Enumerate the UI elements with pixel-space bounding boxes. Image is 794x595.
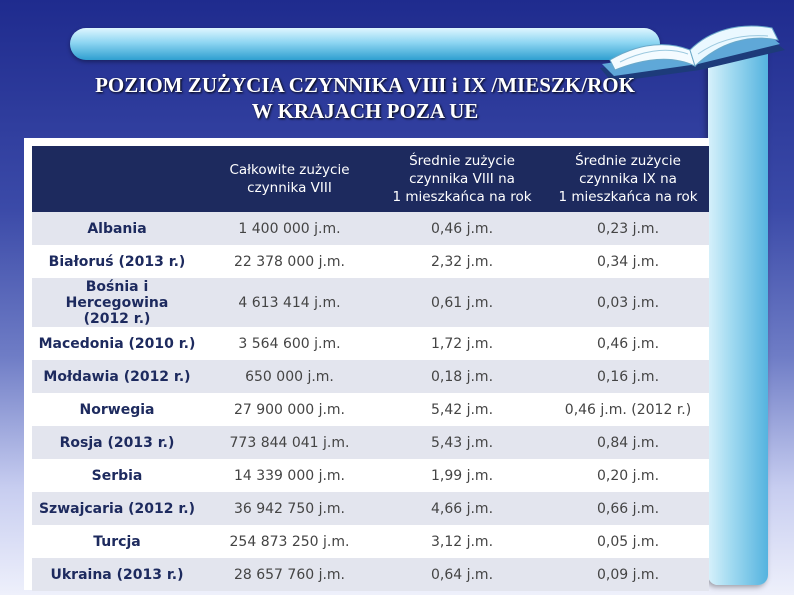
table-row: Mołdawia (2012 r.) 650 000 j.m. 0,18 j.m. 0… xyxy=(32,360,709,393)
cell-country: Mołdawia (2012 r.) xyxy=(43,368,191,385)
cell-avg9: 0,03 j.m. xyxy=(596,294,660,311)
cell-total: 14 339 000 j.m. xyxy=(233,467,346,484)
cell-country: Serbia xyxy=(91,467,143,484)
cell-country: Macedonia (2010 r.) xyxy=(38,335,196,352)
header-cell-total: Całkowite zużycie czynnika VIII xyxy=(229,162,350,196)
cell-avg9: 0,09 j.m. xyxy=(596,566,660,583)
table-row: Serbia 14 339 000 j.m. 1,99 j.m. 0,20 j.m. xyxy=(32,459,709,492)
cell-avg8: 1,99 j.m. xyxy=(430,467,494,484)
cell-country: Bośnia i Hercegowina (2012 r.) xyxy=(65,278,169,327)
cell-total: 4 613 414 j.m. xyxy=(238,294,341,311)
table-row: Ukraina (2013 r.) 28 657 760 j.m. 0,64 j.m… xyxy=(32,558,709,591)
table-row: Bośnia i Hercegowina (2012 r.) 4 613 414 … xyxy=(32,278,709,327)
cell-avg9: 0,05 j.m. xyxy=(596,533,660,550)
title-line-2: W KRAJACH POZA UE xyxy=(251,99,479,123)
table-header: Całkowite zużycie czynnika VIII Średnie … xyxy=(32,146,709,212)
table-row: Norwegia 27 900 000 j.m. 5,42 j.m. 0,46 j.m… xyxy=(32,393,709,426)
page-title: POZIOM ZUŻYCIA CZYNNIKA VIII i IX /MIESZ… xyxy=(20,72,710,124)
table-row: Białoruś (2013 r.) 22 378 000 j.m. 2,32 j.… xyxy=(32,245,709,278)
table-row: Rosja (2013 r.) 773 844 041 j.m. 5,43 j.m.… xyxy=(32,426,709,459)
table-row: Turcja 254 873 250 j.m. 3,12 j.m. 0,05 j.m. xyxy=(32,525,709,558)
cell-country: Szwajcaria (2012 r.) xyxy=(38,500,196,517)
cell-avg8: 5,43 j.m. xyxy=(430,434,494,451)
header-cell-country xyxy=(32,146,202,212)
cell-avg8: 0,61 j.m. xyxy=(430,294,494,311)
table-row: Szwajcaria (2012 r.) 36 942 750 j.m. 4,66 … xyxy=(32,492,709,525)
title-line-1: POZIOM ZUŻYCIA CZYNNIKA VIII i IX /MIESZ… xyxy=(95,73,635,97)
cell-country: Turcja xyxy=(93,533,141,550)
cell-country: Rosja (2013 r.) xyxy=(59,434,175,451)
cell-total: 3 564 600 j.m. xyxy=(238,335,341,352)
cell-avg9: 0,84 j.m. xyxy=(596,434,660,451)
cell-avg8: 0,18 j.m. xyxy=(430,368,494,385)
cell-avg9: 0,16 j.m. xyxy=(596,368,660,385)
cell-total: 650 000 j.m. xyxy=(245,368,334,385)
cell-avg9: 0,23 j.m. xyxy=(596,220,660,237)
cell-avg9: 0,34 j.m. xyxy=(596,253,660,270)
cell-avg8: 3,12 j.m. xyxy=(430,533,494,550)
cell-total: 22 378 000 j.m. xyxy=(233,253,346,270)
cell-avg9: 0,20 j.m. xyxy=(596,467,660,484)
cell-avg9: 0,66 j.m. xyxy=(596,500,660,517)
cell-total: 1 400 000 j.m. xyxy=(238,220,341,237)
cell-avg8: 4,66 j.m. xyxy=(430,500,494,517)
right-decorative-bar xyxy=(708,40,768,585)
header-cell-avg9: Średnie zużycie czynnika IX na 1 mieszka… xyxy=(558,153,698,205)
table-row: Albania 1 400 000 j.m. 0,46 j.m. 0,23 j.m. xyxy=(32,212,709,245)
cell-total: 254 873 250 j.m. xyxy=(229,533,350,550)
cell-total: 773 844 041 j.m. xyxy=(229,434,350,451)
cell-country: Norwegia xyxy=(79,401,155,418)
cell-avg8: 5,42 j.m. xyxy=(430,401,494,418)
cell-avg9: 0,46 j.m. (2012 r.) xyxy=(564,401,692,418)
cell-total: 27 900 000 j.m. xyxy=(233,401,346,418)
cell-country: Albania xyxy=(87,220,147,237)
cell-avg8: 1,72 j.m. xyxy=(430,335,494,352)
open-book-icon xyxy=(600,25,785,82)
cell-avg8: 2,32 j.m. xyxy=(430,253,494,270)
cell-avg8: 0,64 j.m. xyxy=(430,566,494,583)
cell-total: 28 657 760 j.m. xyxy=(233,566,346,583)
cell-country: Białoruś (2013 r.) xyxy=(48,253,186,270)
table-row: Macedonia (2010 r.) 3 564 600 j.m. 1,72 j.… xyxy=(32,327,709,360)
cell-country: Ukraina (2013 r.) xyxy=(50,566,184,583)
header-cell-avg8: Średnie zużycie czynnika VIII na 1 miesz… xyxy=(392,153,532,205)
top-decorative-bar xyxy=(70,28,660,60)
cell-avg8: 0,46 j.m. xyxy=(430,220,494,237)
consumption-table: Całkowite zużycie czynnika VIII Średnie … xyxy=(24,138,709,591)
cell-total: 36 942 750 j.m. xyxy=(233,500,346,517)
cell-avg9: 0,46 j.m. xyxy=(596,335,660,352)
